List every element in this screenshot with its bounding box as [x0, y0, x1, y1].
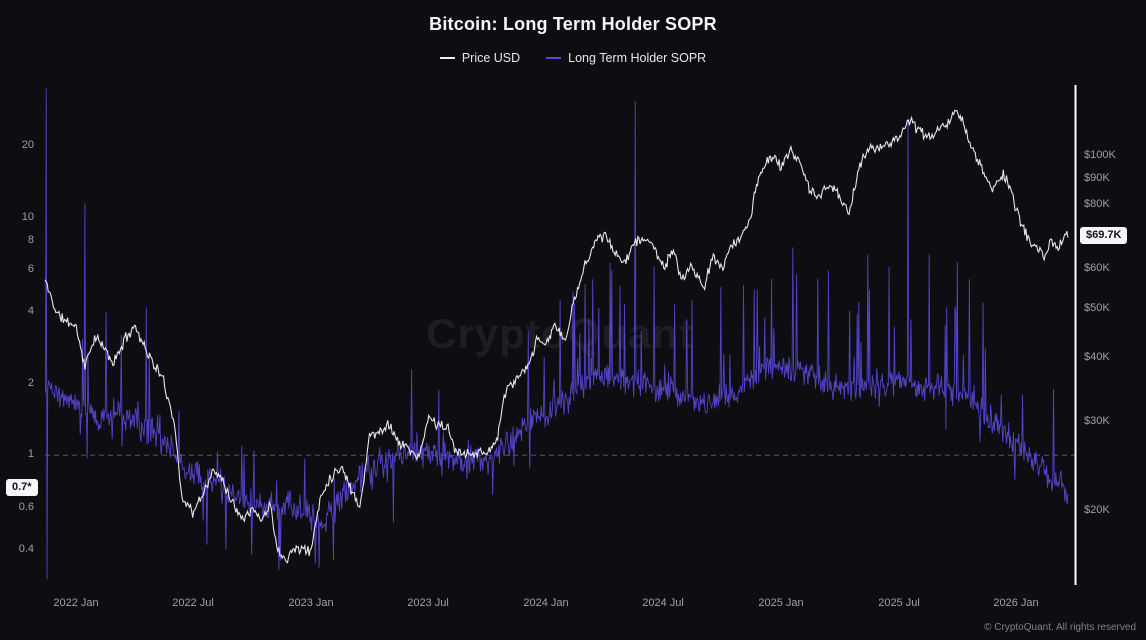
sopr-axis-tick-label: 4: [27, 305, 34, 317]
x-axis-tick-label: 2025 Jul: [878, 597, 920, 609]
x-axis-tick-label: 2023 Jul: [407, 597, 449, 609]
legend: Price USD Long Term Holder SOPR: [0, 51, 1146, 65]
price-axis-tick-label: $100K: [1084, 149, 1116, 161]
x-axis-tick-label: 2022 Jan: [53, 597, 99, 609]
price-axis-tick-label: $80K: [1084, 198, 1110, 210]
price-series-swatch: [439, 57, 455, 59]
x-axis-tick-label: 2024 Jan: [523, 597, 569, 609]
sopr-series-swatch: [546, 57, 562, 59]
x-axis-tick-label: 2024 Jul: [642, 597, 684, 609]
price-axis-tick-label: $90K: [1084, 172, 1110, 184]
sopr-axis-tick-label: 20: [21, 139, 34, 151]
price-series-line: [44, 109, 1069, 564]
legend-label-price: Price USD: [461, 51, 521, 65]
sopr-axis-tick-label: 6: [27, 263, 34, 275]
x-axis-tick-label: 2022 Jul: [172, 597, 214, 609]
sopr-axis-tick-label: 2: [27, 377, 34, 389]
price-axis-tick-label: $60K: [1084, 262, 1110, 274]
sopr-axis-tick-label: 1: [27, 448, 34, 460]
x-axis-tick-label: 2023 Jan: [288, 597, 334, 609]
sopr-axis-tick-label: 0.6: [18, 501, 34, 513]
chart-title: Bitcoin: Long Term Holder SOPR: [429, 14, 717, 34]
sopr-series-line: [45, 88, 1069, 580]
legend-item-price[interactable]: Price USD: [439, 51, 521, 65]
x-axis-tick-label: 2025 Jan: [758, 597, 804, 609]
sopr-axis-tick-label: 10: [21, 211, 34, 223]
price-axis-tick-label: $20K: [1084, 504, 1110, 516]
legend-label-sopr: Long Term Holder SOPR: [568, 51, 707, 65]
copyright-notice: © CryptoQuant. All rights reserved: [984, 622, 1136, 633]
sopr-current-value-badge: 0.7*: [6, 479, 38, 496]
sopr-axis-tick-label: 8: [27, 234, 34, 246]
sopr-axis-tick-label: 0.4: [18, 543, 34, 555]
price-axis-tick-label: $30K: [1084, 415, 1110, 427]
legend-item-sopr[interactable]: Long Term Holder SOPR: [546, 51, 706, 65]
price-axis-tick-label: $40K: [1084, 351, 1110, 363]
price-current-value-badge: $69.7K: [1080, 227, 1128, 244]
price-axis-tick-label: $50K: [1084, 302, 1110, 314]
x-axis-tick-label: 2026 Jan: [993, 597, 1039, 609]
